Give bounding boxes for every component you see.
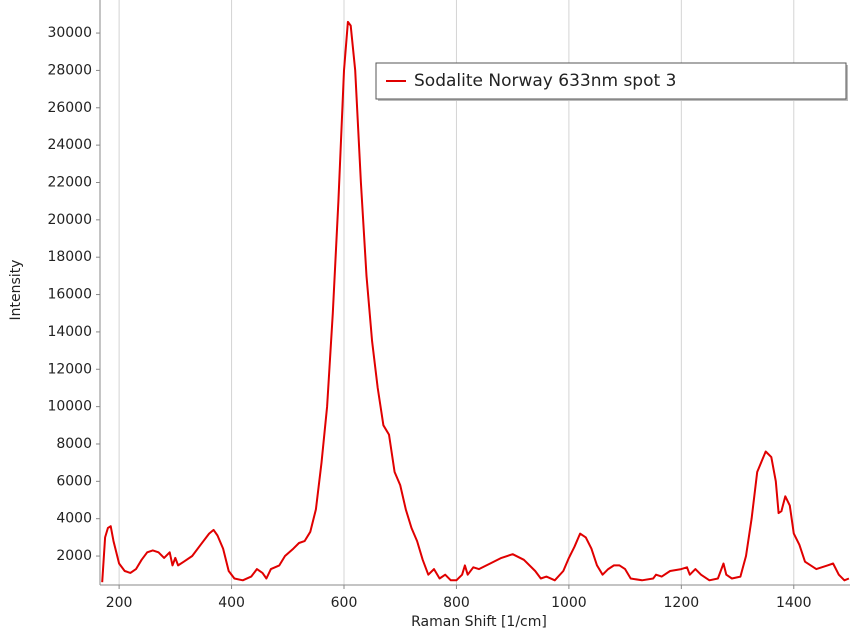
x-tick-label: 1200 <box>664 595 700 611</box>
y-tick-label: 8000 <box>56 436 92 452</box>
x-tick-label: 400 <box>218 595 245 611</box>
data-line <box>101 20 850 583</box>
x-tick-label: 600 <box>331 595 358 611</box>
y-tick-label: 4000 <box>56 511 92 527</box>
legend-box <box>375 62 847 100</box>
x-tick-label: 200 <box>106 595 133 611</box>
y-tick-label: 6000 <box>56 473 92 489</box>
y-tick-label: 28000 <box>47 62 92 78</box>
y-tick-label: 30000 <box>47 25 92 41</box>
y-tick-label: 18000 <box>47 249 92 265</box>
legend-label: Sodalite Norway 633nm spot 3 <box>414 71 676 91</box>
x-axis-label: Raman Shift [1/cm] <box>411 614 547 630</box>
y-tick-label: 16000 <box>47 287 92 303</box>
x-tick-label: 1000 <box>551 595 587 611</box>
y-tick-label: 22000 <box>47 174 92 190</box>
x-tick-label: 1400 <box>776 595 812 611</box>
y-tick-label: 12000 <box>47 361 92 377</box>
y-tick-label: 20000 <box>47 212 92 228</box>
y-tick-label: 10000 <box>47 399 92 415</box>
y-tick-label: 14000 <box>47 324 92 340</box>
y-tick-label: 26000 <box>47 100 92 116</box>
y-axis-label: Intensity <box>8 260 24 321</box>
y-tick-label: 24000 <box>47 137 92 153</box>
x-tick-label: 800 <box>443 595 470 611</box>
y-tick-label: 2000 <box>56 548 92 564</box>
